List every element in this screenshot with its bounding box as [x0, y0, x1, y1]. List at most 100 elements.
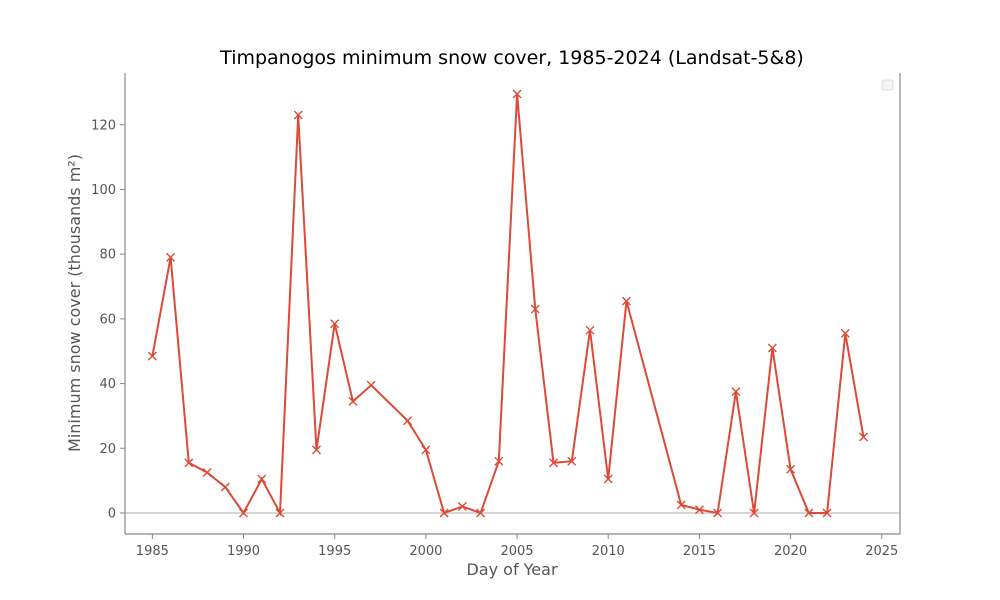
- data-point-marker: [239, 508, 249, 518]
- data-point-marker: [822, 508, 832, 518]
- marker-stroke: [366, 380, 376, 390]
- y-tick-label: 120: [91, 118, 116, 133]
- marker-stroke: [220, 482, 230, 492]
- x-tick-label: 2005: [501, 544, 534, 559]
- data-point-marker: [859, 432, 869, 442]
- marker-stroke: [275, 508, 285, 518]
- data-point-marker: [202, 468, 212, 478]
- series-group: [147, 89, 869, 518]
- data-point-marker: [457, 502, 467, 511]
- marker-stroke: [439, 508, 449, 518]
- x-tick-label: 1995: [318, 544, 351, 559]
- y-tick-label: 20: [99, 442, 116, 457]
- marker-stroke: [786, 464, 796, 474]
- y-tick-label: 40: [99, 377, 116, 392]
- marker-stroke: [767, 343, 777, 353]
- data-point-marker: [147, 351, 157, 361]
- data-point-marker: [585, 325, 595, 335]
- x-ticks: 1985 1990 1995 2000 2005 2010 2015 2020 2025: [136, 534, 898, 559]
- data-point-marker: [786, 464, 796, 474]
- marker-stroke: [621, 296, 631, 306]
- plot-area: 1985 1990 1995 2000 2005 2010 2015 2020 2025 0 20…: [91, 73, 901, 559]
- data-point-marker: [767, 343, 777, 353]
- data-point-marker: [512, 89, 522, 99]
- data-point-marker: [184, 458, 194, 468]
- marker-stroke: [713, 508, 723, 518]
- marker-stroke: [476, 508, 486, 518]
- y-tick-label: 60: [99, 312, 116, 327]
- data-point-marker: [257, 474, 267, 484]
- y-tick-label: 0: [108, 506, 116, 521]
- data-point-marker: [676, 500, 686, 510]
- data-point-marker: [530, 304, 540, 314]
- marker-stroke: [403, 416, 413, 426]
- data-point-marker: [439, 508, 449, 518]
- y-tick-label: 80: [99, 248, 116, 263]
- x-axis-title: Day of Year: [466, 560, 557, 579]
- data-point-marker: [804, 508, 814, 518]
- marker-stroke: [694, 505, 704, 515]
- data-point-marker: [731, 387, 741, 397]
- data-point-marker: [421, 445, 431, 455]
- data-point-marker: [366, 380, 376, 390]
- series-line: [151, 93, 865, 517]
- marker-stroke: [202, 468, 212, 478]
- legend-box: [881, 79, 894, 91]
- data-point-marker: [840, 328, 850, 338]
- data-point-marker: [749, 508, 759, 518]
- marker-stroke: [549, 458, 559, 468]
- marker-stroke: [731, 387, 741, 397]
- x-tick-label: 1985: [136, 544, 169, 559]
- data-point-marker: [275, 508, 285, 518]
- x-tick-label: 2010: [592, 544, 625, 559]
- marker-stroke: [166, 252, 176, 262]
- marker-stroke: [494, 456, 504, 466]
- x-tick-label: 2020: [774, 544, 807, 559]
- marker-stroke: [257, 474, 267, 484]
- data-point-marker: [348, 396, 358, 406]
- data-point-marker: [549, 458, 559, 468]
- data-point-marker: [494, 456, 504, 466]
- marker-stroke: [585, 325, 595, 335]
- x-tick-label: 1990: [227, 544, 260, 559]
- data-point-marker: [567, 456, 577, 466]
- marker-stroke: [147, 351, 157, 361]
- marker-stroke: [421, 445, 431, 455]
- chart-title: Timpanogos minimum snow cover, 1985-2024…: [219, 47, 804, 69]
- marker-stroke: [311, 445, 321, 455]
- marker-stroke: [457, 502, 467, 511]
- data-point-marker: [694, 505, 704, 515]
- marker-stroke: [239, 508, 249, 518]
- marker-stroke: [512, 89, 522, 99]
- marker-stroke: [676, 500, 686, 510]
- marker-stroke: [603, 474, 613, 484]
- x-tick-label: 2025: [865, 544, 898, 559]
- data-point-marker: [293, 110, 303, 120]
- x-tick-label: 2015: [683, 544, 716, 559]
- data-point-marker: [603, 474, 613, 484]
- data-point-marker: [403, 416, 413, 426]
- data-point-marker: [330, 319, 340, 329]
- marker-stroke: [859, 432, 869, 442]
- marker-stroke: [530, 304, 540, 314]
- data-point-marker: [713, 508, 723, 518]
- x-tick-label: 2000: [409, 544, 442, 559]
- data-point-marker: [311, 445, 321, 455]
- y-tick-label: 100: [91, 183, 116, 198]
- marker-stroke: [567, 456, 577, 466]
- marker-stroke: [184, 458, 194, 468]
- marker-stroke: [804, 508, 814, 518]
- marker-stroke: [330, 319, 340, 329]
- marker-stroke: [749, 508, 759, 518]
- y-axis-title: Minimum snow cover (thousands m²): [65, 154, 84, 452]
- data-point-marker: [166, 252, 176, 262]
- data-point-marker: [621, 296, 631, 306]
- marker-stroke: [822, 508, 832, 518]
- marker-stroke: [348, 396, 358, 406]
- marker-stroke: [840, 328, 850, 338]
- data-point-marker: [220, 482, 230, 492]
- y-ticks: 0 20 40 60 80 100 120: [91, 118, 125, 521]
- marker-stroke: [293, 110, 303, 120]
- data-point-marker: [476, 508, 486, 518]
